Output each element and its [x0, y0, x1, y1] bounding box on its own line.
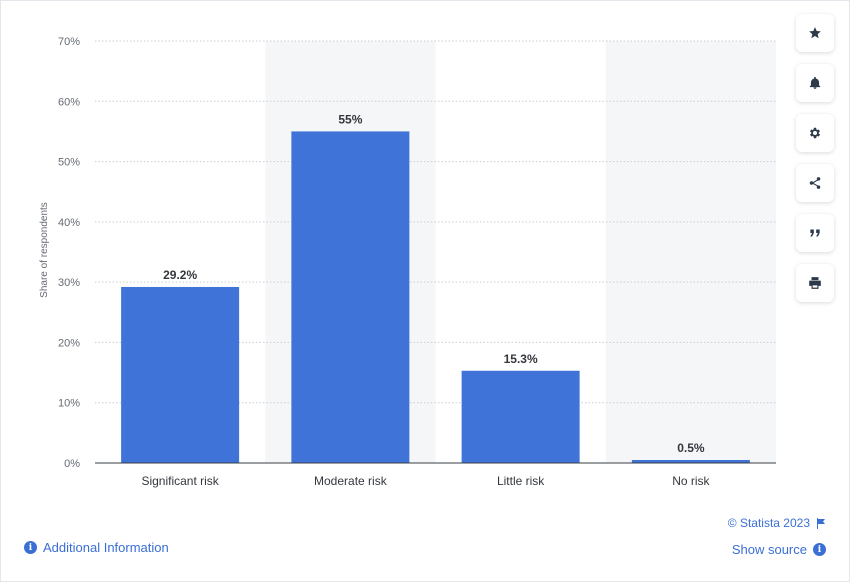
x-tick-label: Moderate risk [314, 474, 388, 488]
additional-information-link[interactable]: i Additional Information [24, 540, 169, 555]
y-tick-label: 20% [58, 337, 80, 349]
toolbar-sidebar [796, 14, 834, 314]
show-source-label: Show source [731, 542, 807, 557]
star-icon [809, 27, 821, 39]
data-label: 0.5% [677, 441, 705, 455]
printer-icon [809, 277, 821, 289]
additional-information-label: Additional Information [43, 540, 169, 555]
bar[interactable] [291, 131, 410, 463]
info-icon: i [813, 543, 826, 556]
flag-icon [817, 517, 825, 529]
favorite-button[interactable] [796, 14, 834, 52]
bar[interactable] [631, 459, 750, 463]
bell-icon [809, 76, 821, 89]
print-button[interactable] [796, 264, 834, 302]
y-axis-label: Share of respondents [39, 202, 50, 298]
gear-icon [809, 127, 821, 139]
bar-chart: 0% 10% 20% 30% 40% 50% 60% 70% 29.2% 55% 15.3% 0.5… [39, 36, 776, 488]
quote-icon [810, 229, 820, 237]
x-tick-label: Little risk [497, 474, 545, 488]
share-button[interactable] [796, 164, 834, 202]
share-icon [809, 177, 821, 189]
copyright-notice: © Statista 2023 [728, 516, 826, 530]
x-tick-label: Significant risk [141, 474, 219, 488]
data-label: 55% [338, 112, 362, 126]
y-tick-label: 40% [58, 217, 80, 229]
y-tick-label: 60% [58, 96, 80, 108]
data-label: 29.2% [163, 268, 197, 282]
bar[interactable] [121, 286, 240, 463]
y-tick-label: 70% [58, 36, 80, 48]
settings-button[interactable] [796, 114, 834, 152]
y-tick-label: 50% [58, 157, 80, 169]
show-source-link[interactable]: Show source i [732, 542, 826, 557]
copyright-text: © Statista 2023 [727, 516, 810, 530]
bar[interactable] [461, 370, 580, 463]
x-tick-label: No risk [672, 474, 710, 488]
data-label: 15.3% [504, 352, 538, 366]
background-band [605, 41, 776, 463]
y-tick-label: 0% [64, 458, 80, 470]
info-icon: i [24, 541, 37, 554]
cite-button[interactable] [796, 214, 834, 252]
y-tick-label: 10% [58, 398, 80, 410]
y-tick-label: 30% [58, 277, 80, 289]
notification-button[interactable] [796, 64, 834, 102]
